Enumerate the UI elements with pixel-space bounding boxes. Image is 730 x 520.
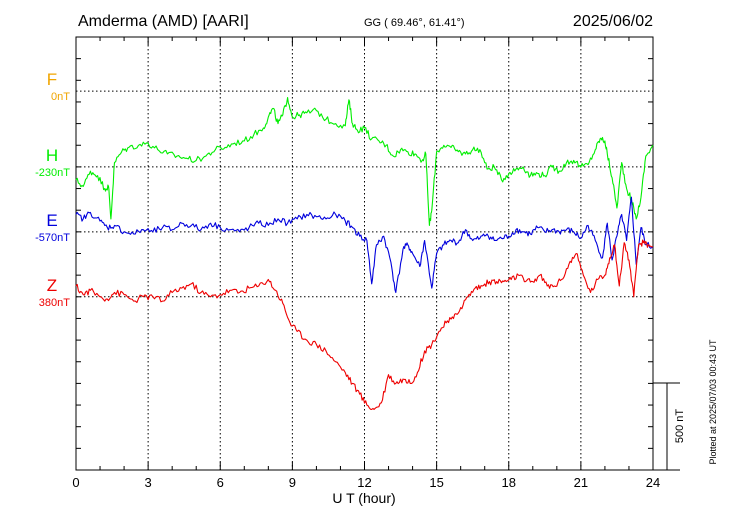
coords-label: GG ( 69.46°, 61.41°)	[364, 17, 465, 29]
axis-ticks	[75, 37, 654, 470]
series-labels: F 0nT H -230nT E -570nT Z 380nT	[35, 70, 70, 309]
x-tick-label: 6	[217, 475, 224, 490]
trace-H	[75, 97, 654, 226]
traces	[75, 97, 654, 411]
x-tick-label: 24	[646, 475, 660, 490]
x-tick-label: 0	[72, 475, 79, 490]
scale-bar-label: 500 nT	[674, 409, 686, 444]
grid-lines	[76, 37, 653, 470]
date-label: 2025/06/02	[573, 13, 653, 30]
x-tick-label: 3	[145, 475, 152, 490]
series-name-Z: Z	[47, 276, 57, 295]
series-name-F: F	[47, 70, 57, 89]
plotted-timestamp: Plotted at 2025/07/03 00:43 UT	[708, 339, 718, 465]
x-tick-label: 18	[502, 475, 516, 490]
trace-Z	[75, 239, 654, 411]
series-baseline-Z: 380nT	[39, 297, 70, 309]
x-tick-label: 12	[357, 475, 371, 490]
series-baseline-E: -570nT	[35, 232, 70, 244]
trace-E	[75, 196, 654, 294]
series-name-E: E	[46, 211, 57, 230]
series-name-H: H	[46, 146, 58, 165]
scale-bar: 500 nT	[653, 382, 686, 471]
station-title: Amderma (AMD) [AARI]	[78, 13, 249, 30]
x-tick-labels: 0 3 6 9 12 15 18 21 24	[72, 475, 660, 490]
x-tick-label: 15	[429, 475, 443, 490]
x-tick-label: 21	[574, 475, 588, 490]
series-baseline-F: 0nT	[51, 91, 70, 103]
x-tick-label: 9	[289, 475, 296, 490]
x-axis-label: U T (hour)	[332, 490, 395, 506]
series-baseline-H: -230nT	[35, 167, 70, 179]
